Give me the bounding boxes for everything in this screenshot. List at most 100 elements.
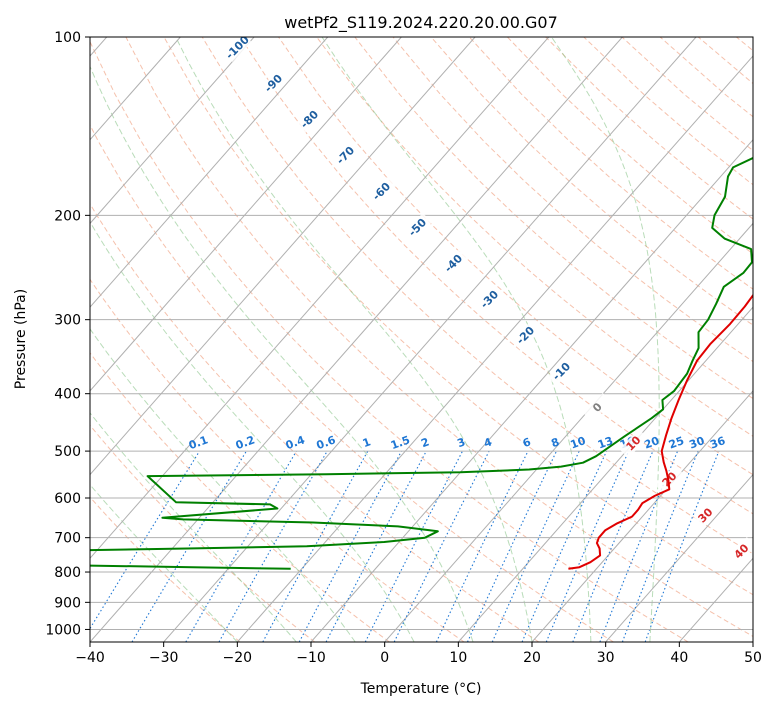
adiabat-label-bg [547, 357, 577, 387]
y-tick-label: 300 [54, 313, 81, 329]
dry-adiabat [90, 496, 241, 642]
isotherm [90, 37, 181, 141]
mixing-ratio-label: 30 [688, 434, 707, 452]
y-tick-label: 200 [54, 208, 81, 224]
mixing-ratio-label: 6 [521, 435, 533, 450]
mixing-ratio-line [644, 450, 720, 642]
moist-adiabat [90, 483, 238, 642]
mixing-ratio-label: 10 [569, 434, 588, 452]
y-tick-label: 700 [54, 531, 81, 547]
dry-adiabat [316, 37, 753, 437]
mixing-ratio-line [393, 450, 490, 642]
dry-adiabat [125, 37, 753, 637]
isotherm [90, 37, 255, 225]
isotherm [457, 306, 753, 642]
adiabat-label-bg [403, 213, 433, 243]
adiabat-label-bg [583, 393, 613, 423]
mixing-ratio-label: 1 [361, 435, 373, 450]
mixing-ratio-label: 3 [456, 435, 468, 450]
adiabat-label-bg [331, 141, 361, 171]
mixing-ratio-label: 8 [550, 435, 562, 450]
mixing-ratio-line [90, 450, 200, 630]
x-tick-label: 10 [449, 650, 467, 666]
dry-adiabat [239, 37, 753, 515]
y-tick-label: 100 [54, 30, 81, 46]
chart-title: wetPf2_S119.2024.220.20.00.G07 [284, 13, 558, 33]
adiabat-label-bg [655, 465, 685, 495]
mixing-ratio-line [572, 450, 654, 642]
y-tick-label: 1000 [45, 622, 81, 638]
moist-adiabat [321, 37, 592, 642]
isotherm [605, 473, 753, 642]
mixing-ratio-label: 2 [419, 435, 431, 450]
isotherm [236, 55, 753, 642]
mixing-ratio-label: 0.6 [315, 433, 338, 452]
y-axis: 1000 900 800 700 600 500 400 300 200 100 [45, 30, 90, 638]
isotherm [90, 37, 329, 308]
adiabat-label-bg [259, 69, 289, 99]
adiabat-label-bg [439, 249, 469, 279]
dry-adiabat [430, 37, 753, 326]
adiabat-label-bg [475, 285, 505, 315]
moist-adiabat [90, 65, 474, 642]
series [90, 156, 753, 570]
isotherm [90, 37, 476, 476]
mixing-ratio-line [521, 450, 608, 642]
adiabat-label-bg [367, 177, 397, 207]
dry-adiabat [90, 40, 689, 642]
x-tick-label: 30 [597, 650, 615, 666]
plot-area [90, 37, 753, 642]
x-axis: −40 −30 −20 −10 0 10 20 30 40 50 [75, 642, 762, 666]
dry-adiabat [90, 278, 465, 642]
mixing-ratio-label: 25 [667, 434, 686, 451]
x-tick-label: 50 [744, 650, 762, 666]
dry-adiabat [90, 123, 614, 642]
y-tick-label: 400 [54, 387, 81, 403]
moist-adiabat [175, 37, 533, 642]
temperature-profile [568, 293, 753, 570]
moist-adiabat [90, 220, 415, 642]
x-tick-label: 20 [523, 650, 541, 666]
mixing-ratio-label: 0.2 [234, 433, 257, 452]
isotherm [90, 37, 402, 392]
isotherm [531, 390, 753, 642]
mixing-ratio-line [621, 450, 699, 642]
x-tick-label: −10 [296, 650, 326, 666]
adiabat-label-bg [295, 105, 325, 135]
mixing-ratio-line [491, 450, 580, 642]
isotherm [90, 37, 550, 560]
mixing-ratio-label: 0.1 [187, 433, 210, 452]
mixing-ratio-label: 0.4 [284, 433, 307, 452]
isotherm [90, 37, 623, 642]
mixing-ratio-line [262, 450, 369, 642]
x-tick-label: −40 [75, 650, 105, 666]
dry-adiabat [392, 37, 753, 363]
y-tick-label: 800 [54, 565, 81, 581]
adiabat-label-group: 0 [583, 393, 613, 423]
adiabat-label-bg [511, 321, 541, 351]
y-axis-title: Pressure (hPa) [13, 289, 29, 389]
mixing-ratio-label: 4 [482, 435, 494, 450]
mixing-ratio-line [364, 450, 463, 642]
x-tick-label: 40 [670, 650, 688, 666]
adiabat-label-bg [619, 429, 649, 459]
adiabat-label-bg [223, 37, 253, 63]
mixing-ratio-line [545, 450, 630, 642]
x-tick-label: −30 [149, 650, 179, 666]
dry-adiabat [163, 37, 753, 596]
y-tick-label: 500 [54, 444, 81, 460]
mixing-ratio-line [218, 450, 328, 642]
mixing-ratio-label: 1.5 [389, 433, 412, 452]
y-tick-label: 900 [54, 595, 81, 611]
mixing-ratio-label: 36 [708, 434, 727, 452]
y-tick-label: 600 [54, 491, 81, 507]
x-axis-title: Temperature (°C) [360, 681, 482, 697]
dewpoint-profile [90, 156, 753, 570]
adiabat-label-bg [727, 537, 753, 567]
isotherm [163, 37, 697, 642]
adiabat-label-bg [691, 501, 721, 531]
dry-adiabat [90, 202, 540, 642]
isotherm [384, 222, 753, 642]
dry-adiabat [201, 37, 753, 555]
dry-adiabat [90, 424, 316, 642]
